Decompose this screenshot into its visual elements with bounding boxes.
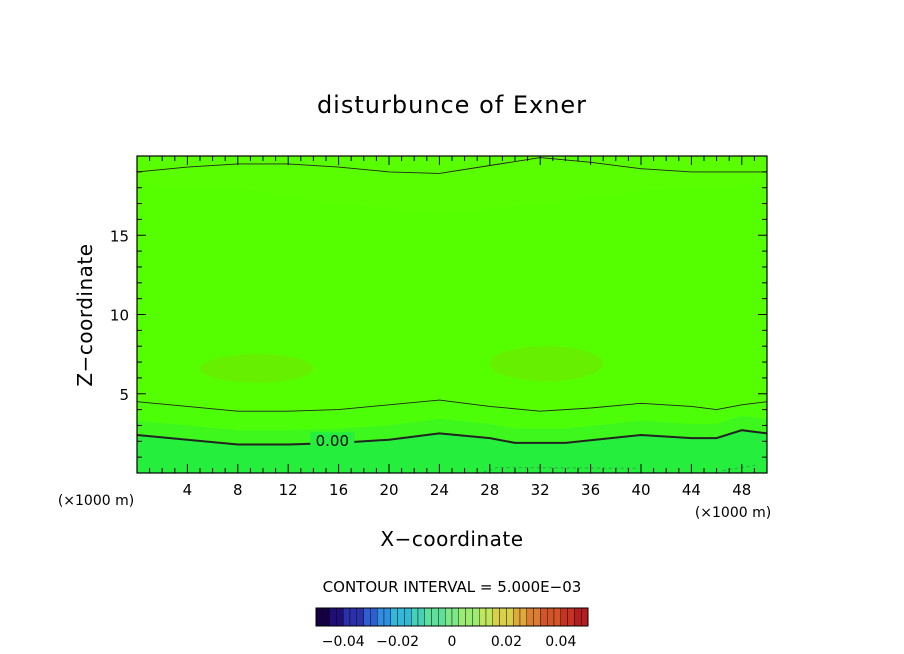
- contour-line-3: [137, 429, 767, 446]
- colorbar-cell-21: [451, 607, 460, 627]
- colorbar-cell-39: [574, 607, 582, 627]
- field-bottom-band: [137, 430, 767, 473]
- colorbar-cell-15: [411, 607, 419, 627]
- colorbar-cell-26: [485, 607, 494, 627]
- contour-label-1: 0.00: [316, 432, 349, 450]
- contour-fill-group: 0.00: [137, 156, 767, 473]
- colorbar-cell-31: [519, 607, 528, 627]
- colorbar-cell-16: [417, 607, 426, 627]
- colorbar-tick-label-3: 0: [448, 634, 457, 650]
- colorbar-cell-6: [349, 607, 358, 627]
- colorbar-cell-1: [315, 607, 324, 627]
- x-tick-label-48: 48: [732, 481, 751, 499]
- colorbar-cell-28: [499, 607, 507, 627]
- y-axis-label: Z−coordinate: [73, 243, 97, 386]
- colorbar-cell-18: [431, 607, 439, 627]
- colorbar-tick-label-4: 0.02: [491, 634, 522, 650]
- x-tick-label-12: 12: [279, 481, 298, 499]
- colorbar-cell-3: [329, 607, 337, 627]
- field-upper-band: [137, 156, 767, 214]
- x-unit-left: (×1000 m): [58, 493, 134, 509]
- colorbar-cell-14: [404, 607, 412, 627]
- colorbar-cell-33: [533, 607, 541, 627]
- x-tick-label-32: 32: [531, 481, 550, 499]
- colorbar-cell-25: [479, 607, 487, 627]
- colorbar-cell-23: [465, 607, 473, 627]
- x-tick-label-4: 4: [183, 481, 193, 499]
- x-axis-label: X−coordinate: [380, 527, 523, 551]
- colorbar-cell-13: [397, 607, 405, 627]
- colorbar-cell-29: [506, 607, 514, 627]
- colorbar-cell-17: [424, 607, 432, 627]
- colorbar-cell-24: [472, 607, 480, 627]
- contour-line-1: [137, 157, 767, 174]
- colorbar-cell-34: [540, 607, 548, 627]
- colorbar-cell-19: [438, 607, 446, 627]
- colorbar-cell-40: [581, 607, 589, 627]
- chart-title: disturbunce of Exner: [317, 91, 587, 119]
- x-tick-label-28: 28: [480, 481, 499, 499]
- colorbar-cell-35: [547, 607, 555, 627]
- contour-dashed-negative: [483, 464, 758, 473]
- colorbar-cell-22: [458, 607, 466, 627]
- x-tick-label-16: 16: [329, 481, 348, 499]
- colorbar-tick-label-5: 0.04: [545, 634, 576, 650]
- colorbar-cell-4: [336, 607, 344, 627]
- colorbar-tick-label-1: −0.04: [322, 634, 365, 650]
- x-tick-label-24: 24: [430, 481, 449, 499]
- y-tick-label-10: 10: [110, 307, 129, 325]
- colorbar-cell-10: [377, 607, 385, 627]
- x-tick-label-36: 36: [581, 481, 600, 499]
- contour-line-2: [137, 399, 767, 412]
- colorbar-cell-38: [567, 607, 575, 627]
- colorbar-cell-27: [492, 607, 500, 627]
- colorbar-cell-8: [363, 607, 371, 627]
- colorbar-cell-20: [445, 607, 453, 627]
- colorbar-cell-12: [390, 607, 398, 627]
- colorbar-cell-30: [513, 607, 521, 627]
- colorbar: −0.04 −0.02 0 0.02 0.04: [315, 607, 589, 650]
- colorbar-cell-36: [553, 607, 562, 627]
- y-tick-label-5: 5: [119, 386, 129, 404]
- x-tick-label-40: 40: [631, 481, 650, 499]
- colorbar-tick-label-2: −0.02: [376, 634, 419, 650]
- colorbar-cell-37: [560, 607, 568, 627]
- x-unit-right: (×1000 m): [695, 505, 771, 521]
- colorbar-cell-7: [356, 607, 364, 627]
- x-tick-label-8: 8: [233, 481, 243, 499]
- colorbar-cell-9: [370, 607, 378, 627]
- colorbar-cell-11: [383, 607, 392, 627]
- contour-label-bg-1: [310, 432, 355, 449]
- x-tick-label-44: 44: [682, 481, 701, 499]
- field-blob-1: [200, 354, 314, 383]
- contour-interval-text: CONTOUR INTERVAL = 5.000E−03: [323, 578, 582, 596]
- colorbar-cell-2: [322, 607, 330, 627]
- colorbar-cell-5: [343, 607, 351, 627]
- field-blob-2: [489, 346, 604, 382]
- colorbar-frame: [315, 607, 589, 627]
- colorbar-cell-32: [526, 607, 534, 627]
- y-tick-label-15: 15: [110, 227, 129, 245]
- x-tick-label-20: 20: [379, 481, 398, 499]
